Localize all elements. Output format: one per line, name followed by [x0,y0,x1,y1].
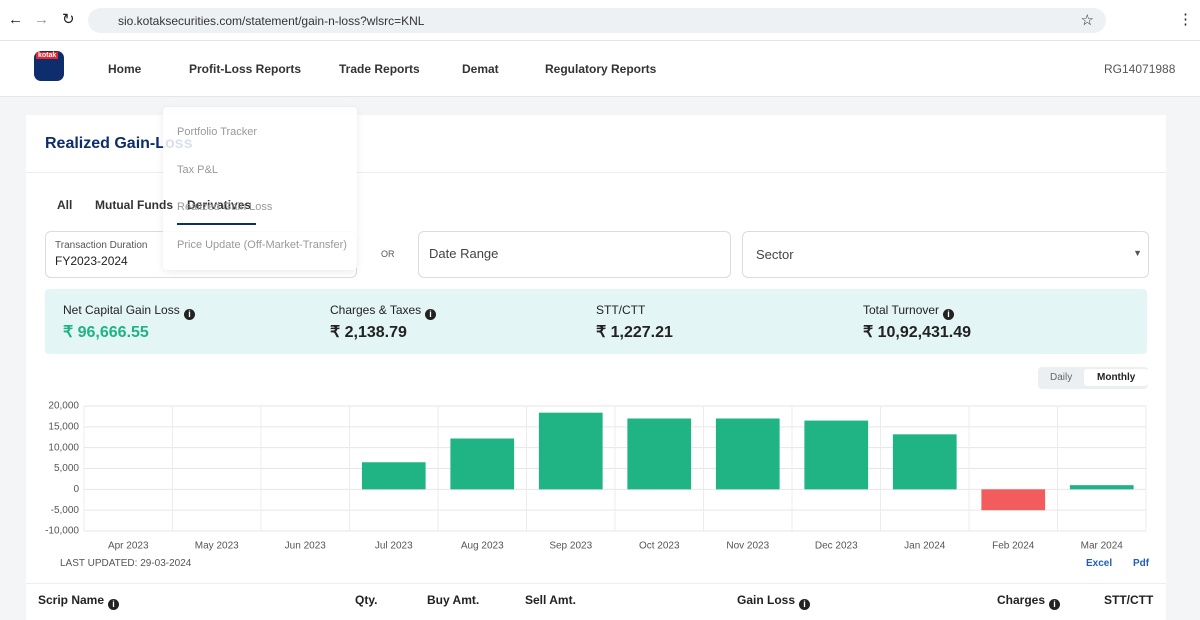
nav: kotak RG14071988 [0,41,1200,97]
nav-item[interactable]: Profit-Loss Reports [189,62,302,76]
star[interactable]: ☆ [1080,12,1094,29]
nav-item[interactable]: Regulatory Reports [545,62,657,76]
value: FY2023-2024 [55,254,128,268]
summary-label: Net Capital Gain Loss [63,303,180,317]
info-icon[interactable]: i [1049,599,1060,610]
dropdown-item[interactable]: Portfolio Tracker [177,126,258,138]
column-header: Scrip Name [38,593,105,607]
forward[interactable]: → [34,11,49,28]
nav-item[interactable]: Home [108,62,142,76]
summary-value: ₹ 2,138.79 [330,324,407,341]
user[interactable]: RG14071988 [1104,62,1176,76]
daily[interactable]: Daily [1050,372,1073,383]
dropdown-item[interactable]: Tax P&L [177,164,218,176]
column-header: Sell Amt. [525,593,576,607]
page-title: Realized Gain-Loss [45,135,193,152]
summary-label: Charges & Taxes [330,303,422,317]
reload[interactable]: ↻ [62,11,75,28]
logo-text: kotak [36,52,59,59]
column-header: Charges [997,593,1046,607]
summary-label: STT/CTT [596,303,646,317]
sector-select[interactable]: Sector ▼ [742,231,1149,278]
browser-bar: ← → ↻ sio.kotaksecurities.com/statement/… [0,0,1200,41]
info-icon[interactable]: i [943,309,954,320]
last-updated: LAST UPDATED: 29-03-2024 [60,558,192,569]
info-icon[interactable]: i [184,309,195,320]
summary [45,289,1147,354]
date-range[interactable]: Date Range [418,231,731,278]
nav-item[interactable]: Demat [462,62,499,76]
summary-value: ₹ 10,92,431.49 [863,324,972,341]
nav-item[interactable]: Trade Reports [339,62,420,76]
address-bar[interactable]: sio.kotaksecurities.com/statement/gain-n… [88,8,1106,33]
tab[interactable]: All [57,198,73,212]
tab[interactable]: Mutual Funds [95,198,173,212]
url: sio.kotaksecurities.com/statement/gain-n… [118,14,425,28]
or: OR [381,249,395,259]
tab[interactable]: Derivatives [187,198,252,212]
label: Transaction Duration [55,240,148,251]
dropdown-item[interactable]: Realized Gain Loss [177,201,273,213]
monthly[interactable]: Monthly [1084,369,1149,386]
info-icon[interactable]: i [799,599,810,610]
column-header: STT/CTT [1104,593,1154,607]
info-icon[interactable]: i [425,309,436,320]
summary-value: ₹ 1,227.21 [596,324,673,341]
column-header: Buy Amt. [427,593,480,607]
summary-value: ₹ 96,666.55 [63,324,149,341]
back[interactable]: ← [8,11,23,28]
placeholder: Sector [756,247,794,262]
excel[interactable]: Excel [1086,558,1113,569]
summary-label: Total Turnover [863,303,940,317]
column-header: Gain Loss [737,593,796,607]
dropdown-item[interactable]: Price Update (Off-Market-Transfer) [177,239,347,251]
pdf[interactable]: Pdf [1133,558,1150,569]
menu[interactable]: ⋮ [1178,11,1193,28]
placeholder: Date Range [429,246,499,261]
info-icon[interactable]: i [108,599,119,610]
table-header [26,583,1166,620]
toggle: Daily Monthly [1038,367,1149,389]
column-header: Qty. [355,593,378,607]
dropdown [163,107,357,270]
logo[interactable]: kotak [34,51,64,81]
